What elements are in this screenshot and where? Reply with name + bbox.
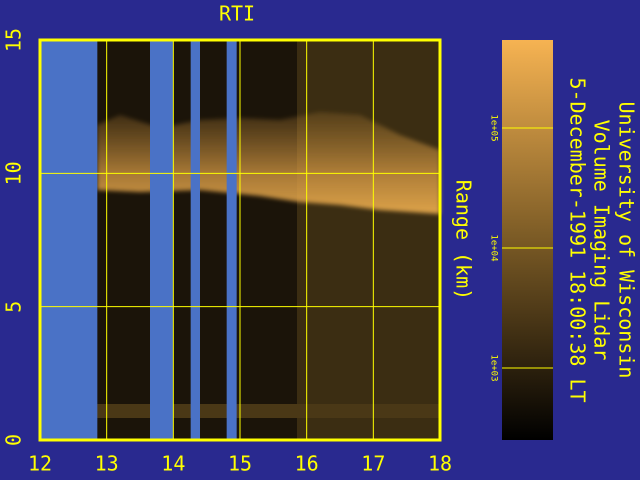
y-tick-label: 5 bbox=[2, 301, 26, 313]
colorbar bbox=[502, 40, 553, 440]
annotation: University of Wisconsin bbox=[615, 102, 639, 379]
y-tick-label: 0 bbox=[2, 434, 26, 446]
colorbar-tick-label: 1e+05 bbox=[489, 114, 499, 141]
near-range-band bbox=[97, 404, 440, 418]
no-data-gap bbox=[190, 40, 200, 440]
chart-title: RTI bbox=[219, 2, 255, 26]
y-tick-label: 10 bbox=[2, 161, 26, 185]
y-tick-label: 15 bbox=[2, 28, 26, 52]
x-tick-label: 13 bbox=[95, 452, 119, 476]
colorbar-tick-label: 1e+04 bbox=[489, 234, 499, 261]
x-tick-label: 15 bbox=[228, 452, 252, 476]
y-axis-label: Range (km) bbox=[452, 180, 476, 300]
plot-shade bbox=[297, 40, 440, 440]
x-tick-label: 12 bbox=[28, 452, 52, 476]
annotation: Volume Imaging Lidar bbox=[590, 120, 614, 361]
cloud-layer bbox=[97, 112, 440, 214]
x-tick-label: 18 bbox=[428, 452, 452, 476]
annotation: 5-December-1991 18:00:38 LT bbox=[566, 77, 590, 402]
no-data-gap bbox=[226, 40, 237, 440]
plot-frame bbox=[38, 38, 442, 442]
colorbar-tick-label: 1e+03 bbox=[489, 354, 499, 381]
x-tick-label: 16 bbox=[295, 452, 319, 476]
no-data-gap bbox=[40, 40, 98, 440]
x-tick-label: 17 bbox=[361, 452, 385, 476]
x-tick-label: 14 bbox=[161, 452, 185, 476]
no-data-gap bbox=[150, 40, 174, 440]
